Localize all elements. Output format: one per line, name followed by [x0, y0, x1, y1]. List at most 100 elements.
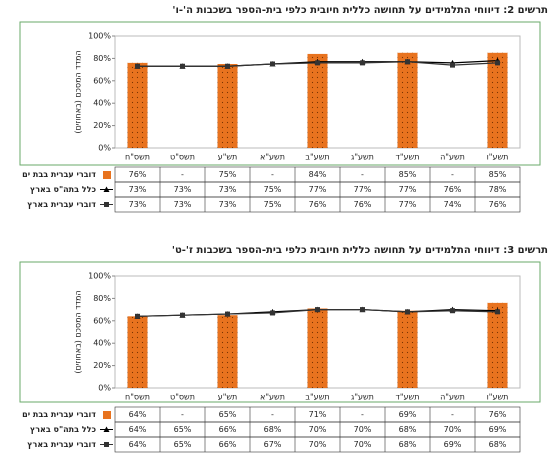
table-cell: 73%: [219, 200, 237, 209]
line-marker: [225, 63, 230, 69]
table-cell: 73%: [174, 200, 192, 209]
table-cell: 73%: [129, 200, 147, 209]
x-tick-label: תשס"ח: [125, 393, 150, 402]
x-tick-label: תשע"ו: [487, 153, 509, 162]
line-marker: [225, 311, 230, 317]
table-cell: 76%: [309, 200, 327, 209]
table-cell: 68%: [489, 440, 507, 449]
chart-title: תרשים 2: דיווחי התלמידים על תחושה כללית …: [172, 5, 548, 16]
table-cell: 65%: [174, 440, 192, 449]
x-tick-label: תשע"ד: [396, 393, 420, 402]
y-tick-label: 80%: [93, 294, 111, 303]
table-cell: 65%: [174, 425, 192, 434]
x-tick-label: תש"ע: [218, 153, 238, 162]
table-cell: 73%: [174, 185, 192, 194]
bar-texture: [127, 316, 148, 388]
table-cell: 71%: [309, 410, 327, 419]
y-tick-label: 80%: [93, 54, 111, 63]
line-marker: [180, 63, 185, 69]
legend-label: דוברי עברית בבת ים: [22, 410, 96, 419]
table-cell: 76%: [444, 185, 462, 194]
table-cell: 78%: [489, 185, 507, 194]
table-cell: 76%: [489, 410, 507, 419]
bar-texture: [487, 52, 508, 148]
bar-texture: [127, 62, 148, 148]
x-tick-label: תשע"א: [260, 393, 285, 402]
table-cell: 73%: [129, 185, 147, 194]
x-tick-label: תשס"ט: [170, 153, 195, 162]
y-tick-label: 20%: [93, 121, 111, 130]
table-cell: 77%: [399, 200, 417, 209]
line-marker: [135, 313, 140, 319]
bar-texture: [397, 310, 418, 388]
table-cell: -: [361, 410, 364, 419]
legend-label: כלל בתה"ס בארץ: [30, 185, 97, 194]
x-tick-label: תשע"ב: [305, 153, 329, 162]
y-tick-label: 40%: [93, 99, 111, 108]
table-cell: 70%: [444, 425, 462, 434]
line-marker: [360, 307, 365, 313]
x-tick-label: תשע"ב: [305, 393, 329, 402]
table-cell: 64%: [129, 425, 147, 434]
table-cell: 75%: [264, 185, 282, 194]
y-axis-label: המדד המסכם (באחוזים): [74, 50, 83, 133]
x-tick-label: תשע"ד: [396, 153, 420, 162]
line-marker: [450, 62, 455, 68]
legend-marker: [104, 202, 109, 207]
table-cell: 85%: [489, 170, 507, 179]
table-cell: 74%: [444, 200, 462, 209]
legend-label: כלל בתה"ס בארץ: [30, 425, 97, 434]
table-cell: -: [271, 410, 274, 419]
y-tick-label: 20%: [93, 361, 111, 370]
table-cell: 68%: [399, 440, 417, 449]
table-cell: 77%: [354, 185, 372, 194]
table-cell: -: [181, 410, 184, 419]
x-tick-label: תשע"ה: [440, 153, 465, 162]
legend-swatch: [103, 411, 111, 419]
table-cell: 64%: [129, 410, 147, 419]
line-marker: [135, 63, 140, 69]
line-marker: [495, 309, 500, 315]
table-cell: 76%: [354, 200, 372, 209]
bar-texture: [217, 64, 238, 148]
legend-label: דוברי עברית בארץ: [27, 200, 96, 209]
line-marker: [315, 60, 320, 66]
table-cell: 69%: [399, 410, 417, 419]
table-cell: 75%: [264, 200, 282, 209]
bar-texture: [487, 302, 508, 388]
table-cell: 68%: [399, 425, 417, 434]
line-marker: [495, 60, 500, 66]
legend-marker: [104, 442, 109, 447]
line-marker: [360, 60, 365, 66]
x-tick-label: תשס"ח: [125, 153, 150, 162]
legend-swatch: [103, 171, 111, 179]
bar-texture: [307, 308, 328, 388]
table-cell: -: [181, 170, 184, 179]
table-cell: 64%: [129, 440, 147, 449]
table-cell: 70%: [354, 440, 372, 449]
table-cell: 70%: [354, 425, 372, 434]
table-cell: 84%: [309, 170, 327, 179]
table-cell: 75%: [219, 170, 237, 179]
y-tick-label: 100%: [88, 32, 111, 41]
table-cell: 70%: [309, 440, 327, 449]
legend-marker: [103, 186, 110, 192]
chart-title: תרשים 3: דיווחי התלמידים על תחושה כללית …: [172, 245, 548, 256]
table-cell: 70%: [309, 425, 327, 434]
table-cell: -: [451, 170, 454, 179]
table-cell: 76%: [129, 170, 147, 179]
chart-frame: [19, 21, 541, 166]
table-cell: 77%: [399, 185, 417, 194]
x-tick-label: תשע"ו: [487, 393, 509, 402]
table-cell: 66%: [219, 425, 237, 434]
table-row: [114, 196, 521, 213]
x-tick-label: תשע"ג: [351, 393, 374, 402]
x-tick-label: תשע"ג: [351, 153, 374, 162]
line-marker: [270, 61, 275, 67]
table-cell: 68%: [264, 425, 282, 434]
table-cell: -: [361, 170, 364, 179]
legend-label: דוברי עברית בבת ים: [22, 170, 96, 179]
x-tick-label: תשס"ט: [170, 393, 195, 402]
